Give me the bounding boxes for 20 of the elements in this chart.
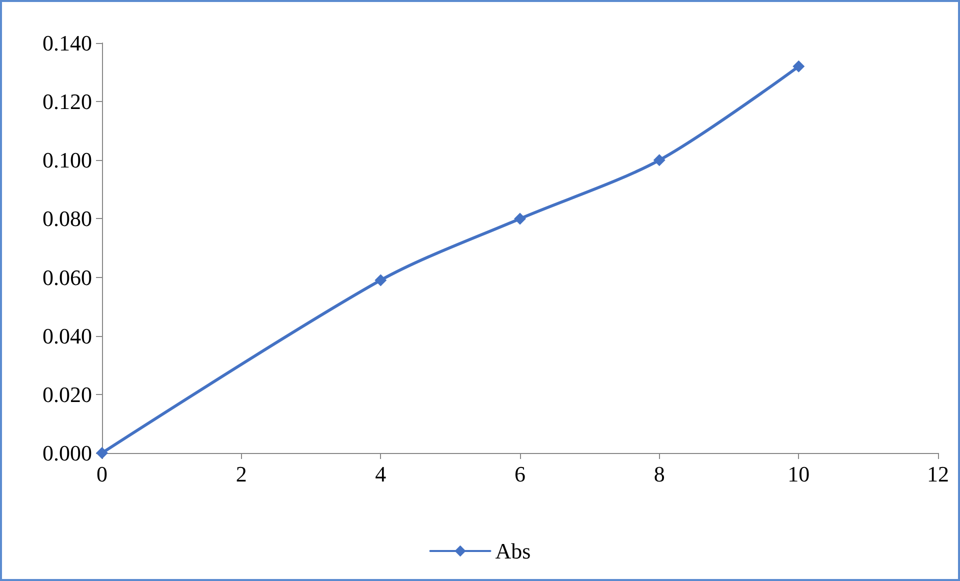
y-tick-label: 0.120	[42, 89, 92, 114]
x-tick-label: 0	[96, 462, 108, 486]
y-tick-label: 0.040	[42, 323, 92, 348]
x-tick-label: 12	[927, 462, 949, 486]
y-tick-label: 0.140	[42, 30, 92, 56]
point	[374, 274, 387, 286]
y-tick-label: 0.000	[42, 440, 92, 466]
y-tick-label: 0.100	[42, 148, 92, 173]
point	[653, 154, 666, 166]
y-tick-label: 0.060	[42, 264, 92, 290]
x-tick-label: 6	[514, 462, 526, 486]
x-tick-label: 10	[788, 462, 810, 486]
point	[792, 60, 805, 72]
x-tick-label: 4	[375, 462, 386, 486]
y-tick-label: 0.020	[42, 382, 92, 407]
y-tick-label: 0.080	[42, 206, 92, 232]
point	[514, 212, 526, 225]
x-tick-label: 8	[654, 462, 665, 486]
legend-label: Abs	[495, 538, 531, 564]
x-tick-label: 2	[236, 462, 247, 486]
